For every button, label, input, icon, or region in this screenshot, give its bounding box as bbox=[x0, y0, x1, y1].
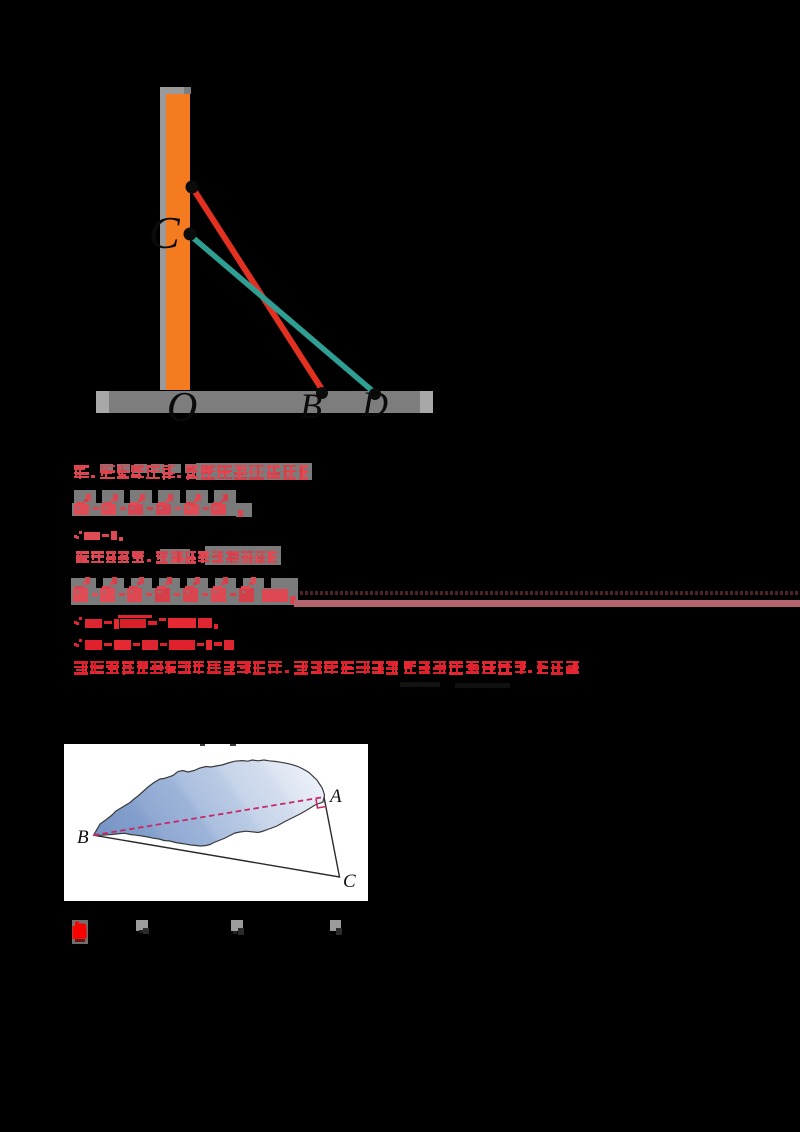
svg-text:B: B bbox=[300, 386, 322, 426]
svg-text:C: C bbox=[149, 207, 181, 258]
svg-text:O: O bbox=[167, 385, 197, 431]
svg-text:B: B bbox=[77, 827, 89, 848]
svg-text:D: D bbox=[361, 384, 388, 424]
svg-text:C: C bbox=[343, 871, 356, 892]
svg-text:A: A bbox=[328, 786, 342, 807]
